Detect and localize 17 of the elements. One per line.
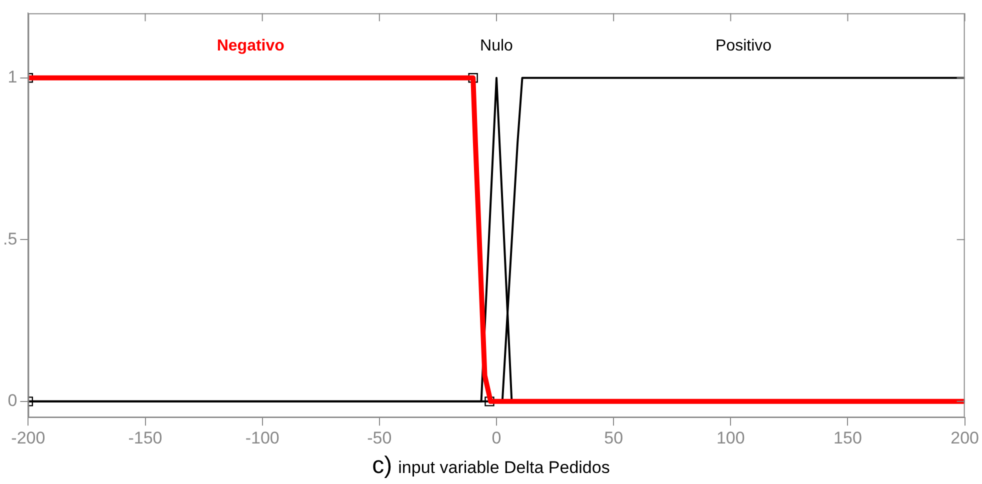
- x-tick-label: -50: [367, 428, 392, 448]
- y-tick-label: .5: [2, 229, 18, 248]
- x-axis-title: input variable Delta Pedidos: [398, 458, 610, 477]
- x-tick-label: 100: [716, 428, 745, 448]
- x-tick-label: 50: [604, 428, 624, 448]
- x-tick-label: 150: [834, 428, 862, 448]
- x-tick-label: 0: [492, 428, 502, 448]
- series-label: Negativo: [216, 38, 285, 55]
- x-tick-label: -100: [245, 428, 280, 448]
- text: c): [372, 452, 392, 479]
- y-tick-label: 0: [8, 391, 18, 410]
- x-tick-label: 200: [950, 428, 980, 448]
- x-tick-label: -200: [11, 428, 46, 448]
- y-tick-label: 1: [8, 68, 18, 87]
- x-tick-label: -150: [128, 428, 162, 448]
- series-label: Positivo: [716, 38, 772, 55]
- series-label: Nulo: [480, 38, 514, 55]
